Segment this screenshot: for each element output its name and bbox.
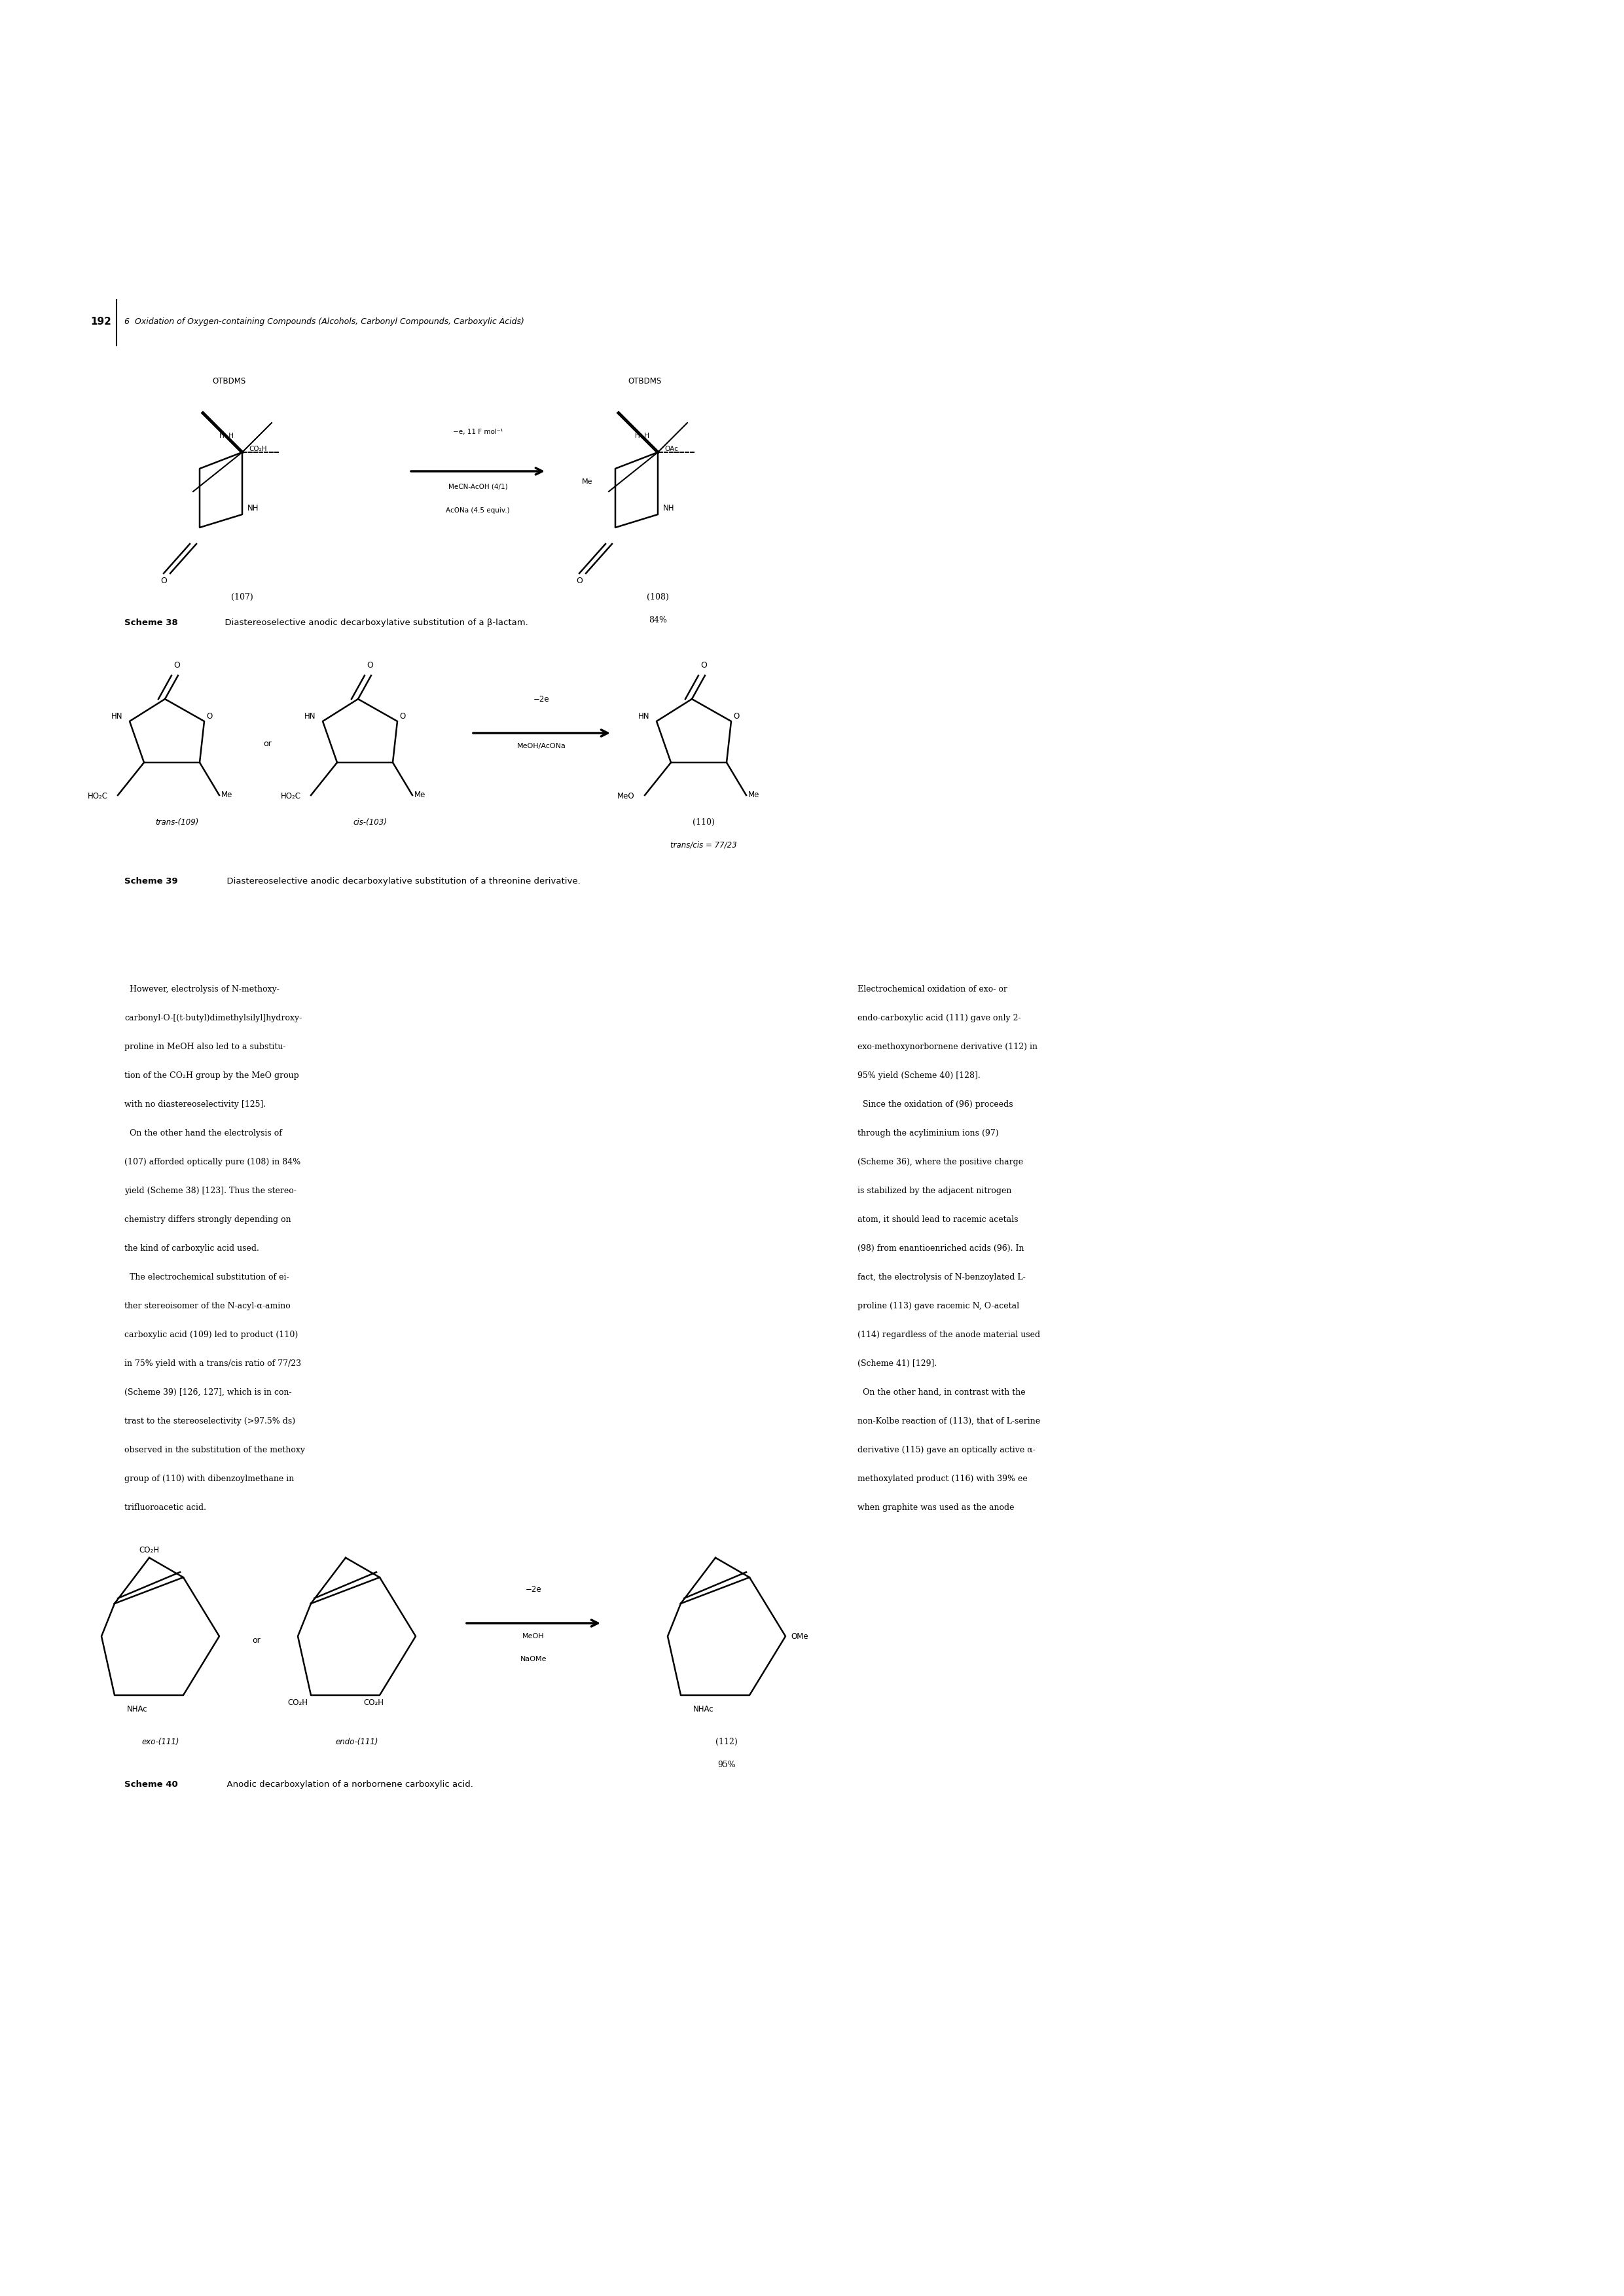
Text: (112): (112) <box>716 1738 737 1747</box>
Text: NH: NH <box>247 503 258 512</box>
Text: NHAc: NHAc <box>127 1706 148 1713</box>
Text: However, electrolysis of N-methoxy-: However, electrolysis of N-methoxy- <box>125 985 279 994</box>
Text: carbonyl-O-[(t-butyl)dimethylsilyl]hydroxy-: carbonyl-O-[(t-butyl)dimethylsilyl]hydro… <box>125 1015 302 1022</box>
Text: cis-(103): cis-(103) <box>352 817 387 827</box>
Text: O: O <box>700 661 706 670</box>
Text: HN: HN <box>304 712 315 721</box>
Text: or: or <box>263 739 271 748</box>
Text: 6  Oxidation of Oxygen-containing Compounds (Alcohols, Carbonyl Compounds, Carbo: 6 Oxidation of Oxygen-containing Compoun… <box>125 317 525 326</box>
Text: H  H: H H <box>219 432 234 439</box>
Text: −e, 11 F mol⁻¹: −e, 11 F mol⁻¹ <box>453 429 503 436</box>
Text: (107): (107) <box>231 592 253 602</box>
Text: is stabilized by the adjacent nitrogen: is stabilized by the adjacent nitrogen <box>857 1187 1012 1196</box>
Text: NH: NH <box>663 503 674 512</box>
Text: trans/cis = 77/23: trans/cis = 77/23 <box>671 840 737 850</box>
Text: HO₂C: HO₂C <box>88 792 109 801</box>
Text: On the other hand, in contrast with the: On the other hand, in contrast with the <box>857 1389 1025 1396</box>
Text: AcONa (4.5 equiv.): AcONa (4.5 equiv.) <box>447 507 510 514</box>
Text: CO₂H: CO₂H <box>248 445 266 452</box>
Text: tion of the CO₂H group by the MeO group: tion of the CO₂H group by the MeO group <box>125 1072 299 1079</box>
Text: in 75% yield with a trans/cis ratio of 77/23: in 75% yield with a trans/cis ratio of 7… <box>125 1359 300 1368</box>
Text: proline (113) gave racemic N, O-acetal: proline (113) gave racemic N, O-acetal <box>857 1302 1020 1311</box>
Text: Anodic decarboxylation of a norbornene carboxylic acid.: Anodic decarboxylation of a norbornene c… <box>221 1779 473 1789</box>
Text: Me: Me <box>414 790 425 799</box>
Text: CO₂H: CO₂H <box>364 1699 383 1706</box>
Text: (110): (110) <box>692 817 715 827</box>
Text: CO₂H: CO₂H <box>287 1699 307 1706</box>
Text: the kind of carboxylic acid used.: the kind of carboxylic acid used. <box>125 1244 260 1254</box>
Text: The electrochemical substitution of ei-: The electrochemical substitution of ei- <box>125 1272 289 1281</box>
Text: MeO: MeO <box>617 792 635 801</box>
Text: trans-(109): trans-(109) <box>154 817 198 827</box>
Text: Scheme 40: Scheme 40 <box>125 1779 179 1789</box>
Text: −2e: −2e <box>533 696 549 703</box>
Text: HN: HN <box>112 712 123 721</box>
Text: derivative (115) gave an optically active α-: derivative (115) gave an optically activ… <box>857 1446 1036 1453</box>
Text: CO₂H: CO₂H <box>140 1545 159 1554</box>
Text: carboxylic acid (109) led to product (110): carboxylic acid (109) led to product (11… <box>125 1332 297 1339</box>
Text: Me: Me <box>749 790 760 799</box>
Text: MeOH/AcONa: MeOH/AcONa <box>516 744 565 748</box>
Text: (108): (108) <box>646 592 669 602</box>
Text: ther stereoisomer of the N-acyl-α-amino: ther stereoisomer of the N-acyl-α-amino <box>125 1302 291 1311</box>
Text: OMe: OMe <box>791 1632 809 1642</box>
Text: exo-methoxynorbornene derivative (112) in: exo-methoxynorbornene derivative (112) i… <box>857 1042 1038 1052</box>
Text: trifluoroacetic acid.: trifluoroacetic acid. <box>125 1504 206 1511</box>
Text: OTBDMS: OTBDMS <box>213 377 245 386</box>
Text: methoxylated product (116) with 39% ee: methoxylated product (116) with 39% ee <box>857 1474 1028 1483</box>
Text: (114) regardless of the anode material used: (114) regardless of the anode material u… <box>857 1332 1041 1339</box>
Text: yield (Scheme 38) [123]. Thus the stereo-: yield (Scheme 38) [123]. Thus the stereo… <box>125 1187 297 1196</box>
Text: group of (110) with dibenzoylmethane in: group of (110) with dibenzoylmethane in <box>125 1474 294 1483</box>
Text: NHAc: NHAc <box>693 1706 715 1713</box>
Text: 192: 192 <box>91 317 112 326</box>
Text: O: O <box>206 712 213 721</box>
Text: (Scheme 36), where the positive charge: (Scheme 36), where the positive charge <box>857 1157 1023 1166</box>
Text: Scheme 39: Scheme 39 <box>125 877 177 886</box>
Text: through the acyliminium ions (97): through the acyliminium ions (97) <box>857 1130 999 1137</box>
Text: Diastereoselective anodic decarboxylative substitution of a β-lactam.: Diastereoselective anodic decarboxylativ… <box>219 618 528 627</box>
Text: O: O <box>577 576 583 585</box>
Text: endo-carboxylic acid (111) gave only 2-: endo-carboxylic acid (111) gave only 2- <box>857 1015 1021 1022</box>
Text: H  H: H H <box>635 432 650 439</box>
Text: −2e: −2e <box>526 1584 541 1593</box>
Text: (98) from enantioenriched acids (96). In: (98) from enantioenriched acids (96). In <box>857 1244 1025 1254</box>
Text: (Scheme 39) [126, 127], which is in con-: (Scheme 39) [126, 127], which is in con- <box>125 1389 292 1396</box>
Text: Electrochemical oxidation of exo- or: Electrochemical oxidation of exo- or <box>857 985 1007 994</box>
Text: proline in MeOH also led to a substitu-: proline in MeOH also led to a substitu- <box>125 1042 286 1052</box>
Text: non-Kolbe reaction of (113), that of L-serine: non-Kolbe reaction of (113), that of L-s… <box>857 1417 1041 1426</box>
Text: chemistry differs strongly depending on: chemistry differs strongly depending on <box>125 1215 291 1224</box>
Text: with no diastereoselectivity [125].: with no diastereoselectivity [125]. <box>125 1100 266 1109</box>
Text: observed in the substitution of the methoxy: observed in the substitution of the meth… <box>125 1446 305 1453</box>
Text: OTBDMS: OTBDMS <box>628 377 661 386</box>
Text: O: O <box>367 661 374 670</box>
Text: MeCN-AcOH (4/1): MeCN-AcOH (4/1) <box>448 482 507 489</box>
Text: HO₂C: HO₂C <box>281 792 300 801</box>
Text: OAc: OAc <box>664 445 679 452</box>
Text: endo-(111): endo-(111) <box>335 1738 378 1747</box>
Text: atom, it should lead to racemic acetals: atom, it should lead to racemic acetals <box>857 1215 1018 1224</box>
Text: or: or <box>252 1637 260 1644</box>
Text: Diastereoselective anodic decarboxylative substitution of a threonine derivative: Diastereoselective anodic decarboxylativ… <box>221 877 580 886</box>
Text: 95%: 95% <box>718 1761 736 1770</box>
Text: (107) afforded optically pure (108) in 84%: (107) afforded optically pure (108) in 8… <box>125 1157 300 1166</box>
Text: Since the oxidation of (96) proceeds: Since the oxidation of (96) proceeds <box>857 1100 1013 1109</box>
Text: Scheme 38: Scheme 38 <box>125 618 179 627</box>
Text: (Scheme 41) [129].: (Scheme 41) [129]. <box>857 1359 937 1368</box>
Text: NaOMe: NaOMe <box>520 1655 547 1662</box>
Text: Me: Me <box>581 478 593 484</box>
Text: O: O <box>174 661 180 670</box>
Text: Me: Me <box>221 790 232 799</box>
Text: On the other hand the electrolysis of: On the other hand the electrolysis of <box>125 1130 283 1137</box>
Text: exo-(111): exo-(111) <box>141 1738 179 1747</box>
Text: 95% yield (Scheme 40) [128].: 95% yield (Scheme 40) [128]. <box>857 1072 981 1079</box>
Text: O: O <box>400 712 406 721</box>
Text: MeOH: MeOH <box>523 1632 544 1639</box>
Text: HN: HN <box>638 712 650 721</box>
Text: O: O <box>161 576 167 585</box>
Text: trast to the stereoselectivity (>97.5% ds): trast to the stereoselectivity (>97.5% d… <box>125 1417 296 1426</box>
Text: O: O <box>732 712 739 721</box>
Text: when graphite was used as the anode: when graphite was used as the anode <box>857 1504 1015 1511</box>
Text: 84%: 84% <box>648 615 667 625</box>
Text: fact, the electrolysis of N-benzoylated L-: fact, the electrolysis of N-benzoylated … <box>857 1272 1025 1281</box>
